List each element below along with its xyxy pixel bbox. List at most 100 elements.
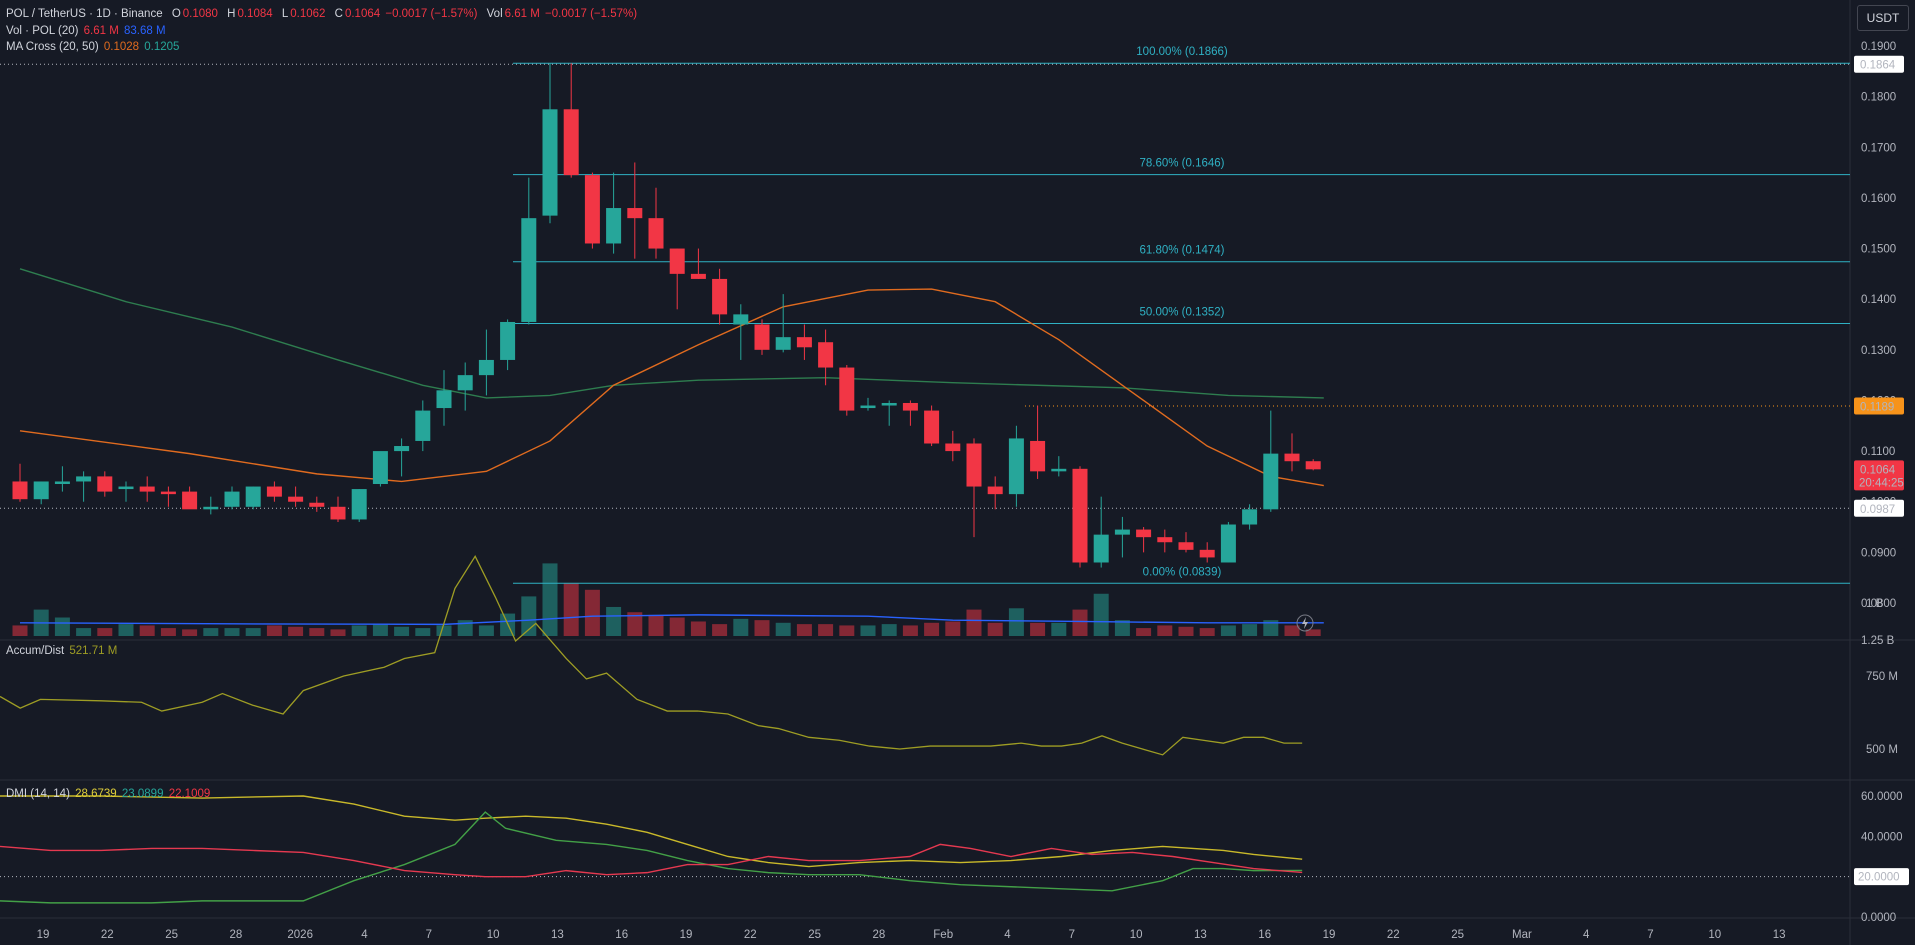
price-axis-label: 0.1800 [1861, 92, 1896, 104]
high-value: 0.1084 [237, 8, 273, 20]
volume-bar [584, 589, 600, 636]
candle-body [1051, 468, 1067, 472]
volume-bar [775, 622, 791, 636]
time-axis-label: 7 [426, 929, 432, 941]
volume-bar [754, 620, 770, 636]
price-tag [1854, 499, 1904, 517]
candle-body [669, 248, 685, 274]
low-value: 0.1062 [290, 8, 326, 20]
volume-bar [139, 625, 155, 636]
candle-body [1114, 529, 1130, 535]
di-plus-value: 23.0899 [121, 788, 164, 800]
candle-body [139, 486, 155, 492]
volume-bar [542, 563, 558, 636]
symbol-title: POL / TetherUS · 1D · Binance [6, 8, 163, 20]
volume-change: −0.0017 (−1.57%) [545, 8, 638, 20]
volume-bar [118, 624, 134, 636]
price-axis-label: 0.1600 [1861, 193, 1896, 205]
candle-body [1008, 438, 1024, 495]
candle-body [1030, 440, 1046, 472]
candle-body [542, 109, 558, 216]
volume-bar [1093, 593, 1109, 636]
volume-bar [1114, 620, 1130, 636]
volume-bar [733, 618, 749, 636]
candle-body [606, 208, 622, 244]
dmi-tag-label: 20.0000 [1858, 872, 1900, 884]
candle-body [500, 321, 516, 360]
countdown-label: 20:44:25 [1859, 477, 1904, 489]
time-axis-label: 22 [744, 929, 757, 941]
candle-body [245, 486, 261, 507]
adx-line [0, 795, 1303, 868]
candle-body [12, 481, 28, 500]
candle-body [881, 402, 897, 406]
di-minus-value: 22.1009 [168, 788, 211, 800]
price-tag [1854, 55, 1904, 73]
time-axis-label: 4 [361, 929, 368, 941]
time-axis-label: 25 [808, 929, 821, 941]
volume-bar [54, 617, 70, 636]
candle-body [1305, 461, 1321, 470]
time-axis-label: Feb [933, 929, 953, 941]
volume-bar [712, 624, 728, 636]
volume-bar [394, 626, 410, 636]
candle-body [733, 314, 749, 325]
adx-value: 28.6739 [75, 788, 117, 800]
candle-body [754, 324, 770, 350]
time-axis-label: 10 [487, 929, 500, 941]
volume-legend[interactable]: Vol · POL (20) 6.61 M 83.68 M [6, 25, 166, 37]
volume-bar [945, 621, 961, 636]
volume-bar [12, 625, 28, 636]
candle-body [1093, 534, 1109, 563]
volume-bar [627, 612, 643, 636]
time-axis-label: 16 [1258, 929, 1271, 941]
volume-axis-label: 1.25 B [1861, 635, 1895, 647]
time-axis-label: 4 [1583, 929, 1590, 941]
candle-body [775, 337, 791, 350]
volume-bar [1051, 622, 1067, 636]
time-axis-label: 7 [1069, 929, 1075, 941]
volume-bar [1008, 608, 1024, 636]
dmi-legend[interactable]: DMI (14, 14) 28.6739 23.0899 22.1009 [6, 788, 211, 800]
candle-body [1199, 549, 1215, 558]
time-axis-label: 19 [37, 929, 50, 941]
time-axis-label: Mar [1512, 929, 1532, 941]
candle-body [1263, 453, 1279, 510]
candle-body [118, 486, 134, 490]
open-value: 0.1080 [182, 8, 218, 20]
volume-bar [1242, 624, 1258, 636]
accum-dist-legend[interactable]: Accum/Dist 521.71 M [6, 645, 118, 657]
candle-body [902, 402, 918, 411]
volume-bar [1263, 620, 1279, 636]
time-axis-label: 28 [873, 929, 886, 941]
volume-ma-line [19, 614, 1324, 626]
volume-bar [1072, 609, 1088, 636]
price-axis-label: 0.1900 [1861, 41, 1896, 53]
time-axis-label: 19 [1323, 929, 1336, 941]
volume-bar [1305, 629, 1321, 636]
candle-body [924, 410, 940, 444]
candle-body [224, 491, 240, 507]
change-value: −0.0017 (−1.57%) [385, 8, 478, 20]
di-minus-line [0, 843, 1303, 878]
time-axis-label: 25 [1451, 929, 1464, 941]
price-axis-label: 0.1300 [1861, 345, 1896, 357]
candle-body [1178, 542, 1194, 550]
volume-bar [606, 606, 622, 636]
ma20-line [19, 288, 1324, 487]
ma-cross-legend[interactable]: MA Cross (20, 50) 0.1028 0.1205 [6, 41, 180, 53]
currency-button[interactable]: USDT [1857, 5, 1909, 31]
volume-bar [1284, 625, 1300, 636]
vol-indicator-value: 6.61 M [83, 25, 119, 37]
candle-body [627, 208, 643, 219]
volume-bar [436, 625, 452, 636]
volume-bar [288, 626, 304, 636]
ma50-line [19, 268, 1324, 399]
candle-body [309, 502, 325, 507]
time-axis-label: 10 [1708, 929, 1721, 941]
volume-bar [245, 628, 261, 636]
price-tag [1854, 460, 1904, 491]
lightning-icon[interactable] [1296, 614, 1314, 632]
